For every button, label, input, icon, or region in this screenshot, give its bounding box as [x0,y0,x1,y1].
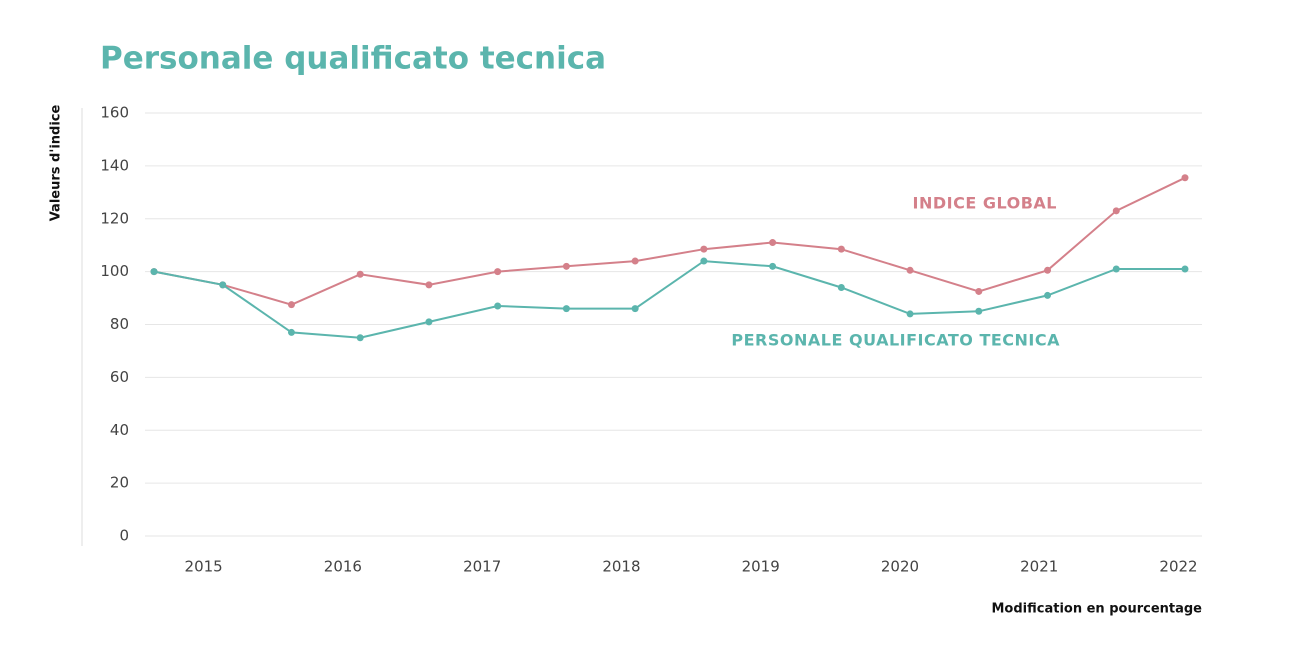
y-tick-label: 0 [119,527,129,545]
data-point [906,310,914,318]
data-point [700,257,708,265]
series-label: PERSONALE QUALIFICATO TECNICA [731,331,1060,350]
data-point [1181,265,1189,273]
data-point [1112,207,1120,215]
data-point [562,305,570,313]
x-tick-label: 2022 [1159,558,1197,576]
data-point [906,266,914,274]
data-point [1044,266,1052,274]
data-point [700,245,708,253]
data-point [150,268,158,276]
data-point [494,268,502,276]
y-tick-label: 160 [100,104,129,122]
data-point [1112,265,1120,273]
y-tick-label: 20 [110,474,129,492]
data-point [631,257,639,265]
data-point [287,328,295,336]
data-point [425,281,433,289]
y-tick-label: 60 [110,368,129,386]
data-point [356,334,364,342]
y-tick-label: 80 [110,315,129,333]
y-tick-label: 40 [110,421,129,439]
data-point [287,301,295,309]
y-tick-label: 100 [100,262,129,280]
chart-title: Personale qualificato tecnica [100,41,606,77]
data-point [975,287,983,295]
data-point [425,318,433,326]
data-point [769,239,777,247]
data-point [494,302,502,310]
data-point [631,305,639,313]
x-tick-label: 2020 [881,558,919,576]
data-point [975,307,983,315]
x-tick-label: 2021 [1020,558,1058,576]
x-tick-label: 2017 [463,558,501,576]
y-axis-label: Valeurs d'indice [49,105,64,222]
data-point [562,262,570,270]
data-point [1044,291,1052,299]
x-axis-label: Modification en pourcentage [991,602,1202,617]
y-tick-label: 120 [100,209,129,227]
x-tick-label: 2015 [185,558,223,576]
data-point [1181,174,1189,182]
data-point [219,281,227,289]
series-label: INDICE GLOBAL [913,194,1057,213]
data-point [837,283,845,291]
x-tick-label: 2018 [602,558,640,576]
data-point [837,245,845,253]
x-tick-label: 2019 [742,558,780,576]
series-line [153,260,1185,339]
series-line [153,176,1186,306]
x-tick-label: 2016 [324,558,362,576]
data-point [356,270,364,278]
y-tick-label: 140 [100,156,129,174]
data-point [769,262,777,270]
